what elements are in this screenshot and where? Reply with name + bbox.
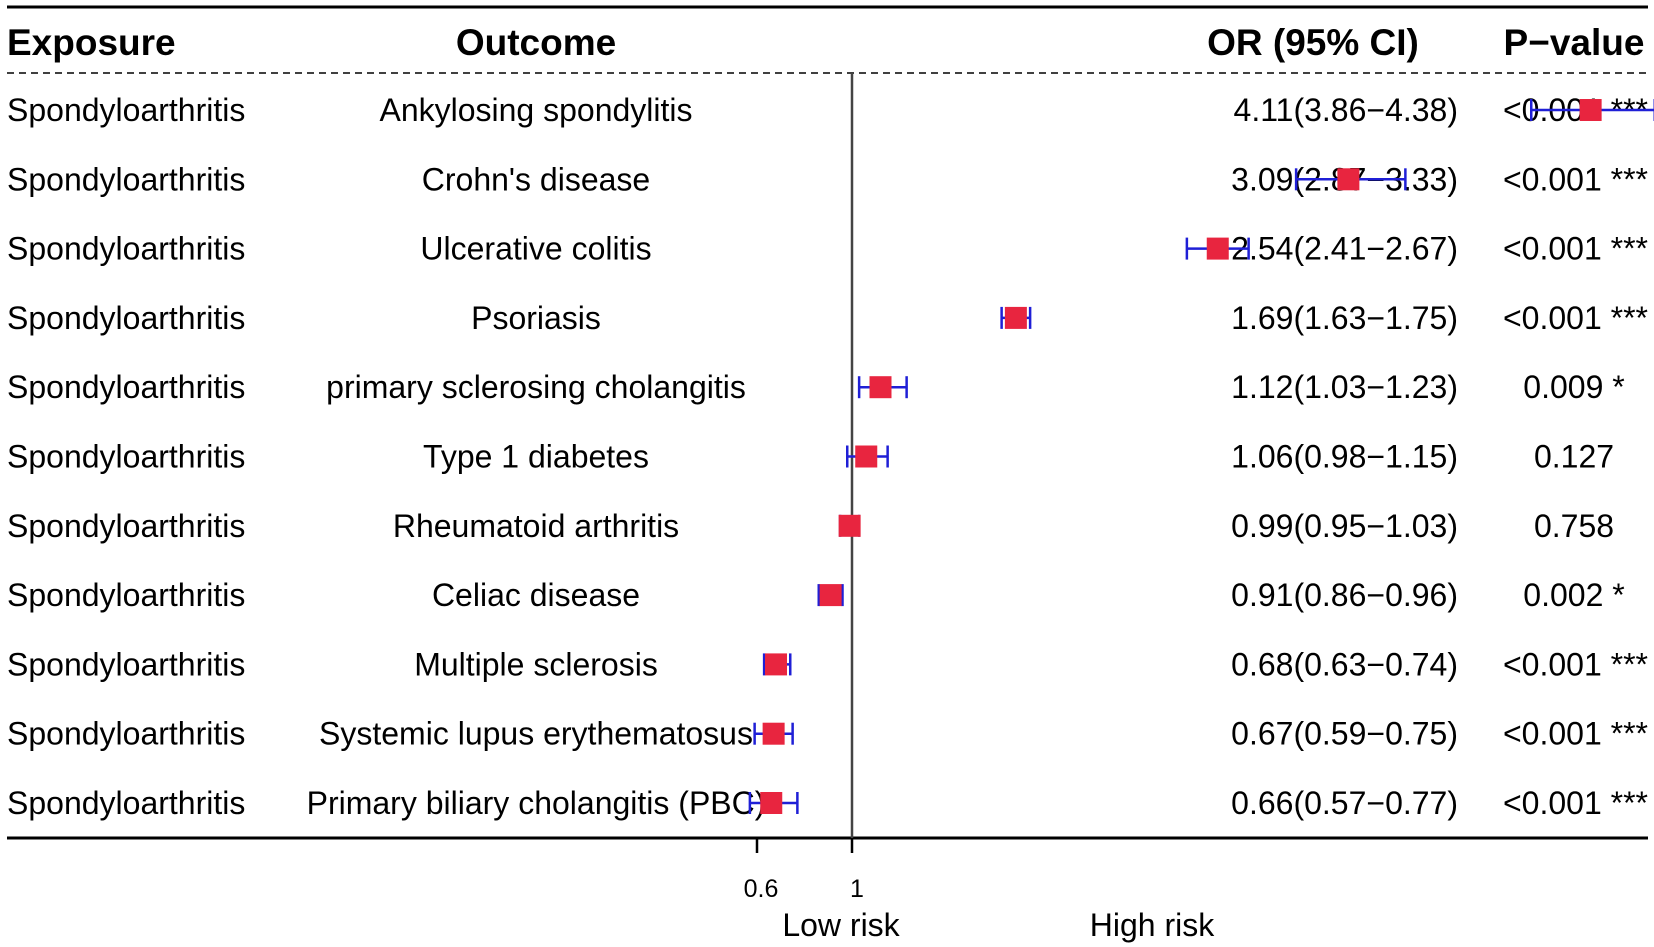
table-row: Spondyloarthritis Type 1 diabetes 1.06(0.9… <box>7 439 1614 475</box>
estimate-mark <box>838 514 861 537</box>
outcome-cell: Ankylosing spondylitis <box>379 92 692 128</box>
outcome-cell: Systemic lupus erythematosus <box>319 716 753 752</box>
estimate-mark <box>748 792 799 814</box>
point-estimate-box <box>838 514 861 537</box>
p-value-cell: <0.001 *** <box>1503 716 1648 752</box>
or-ci-cell: 0.68(0.63−0.74) <box>1231 646 1458 682</box>
x-tick-label: 0.6 <box>744 875 779 903</box>
high-risk-label: High risk <box>1090 907 1215 943</box>
p-value-cell: <0.001 *** <box>1503 785 1648 821</box>
or-ci-cell: 1.69(1.63−1.75) <box>1231 300 1458 336</box>
exposure-cell: Spondyloarthritis <box>7 161 245 197</box>
p-value-cell: <0.001 *** <box>1503 300 1648 336</box>
header-or-ci: OR (95% CI) <box>1207 22 1419 63</box>
point-estimate-box <box>855 445 878 468</box>
exposure-cell: Spondyloarthritis <box>7 716 245 752</box>
point-estimate-box <box>760 792 783 814</box>
exposure-cell: Spondyloarthritis <box>7 785 245 821</box>
table-row: Spondyloarthritis Ulcerative colitis 2.54(… <box>7 231 1648 267</box>
or-ci-cell: 0.91(0.86−0.96) <box>1231 577 1458 613</box>
outcome-cell: Type 1 diabetes <box>423 439 649 475</box>
table-row: Spondyloarthritis Multiple sclerosis 0.68(… <box>7 646 1648 682</box>
p-value-cell: <0.001 *** <box>1503 161 1648 197</box>
exposure-cell: Spondyloarthritis <box>7 300 245 336</box>
header-exposure: Exposure <box>7 22 176 63</box>
table-rows: Spondyloarthritis Ankylosing spondylitis 4… <box>7 92 1648 821</box>
point-estimate-box <box>869 376 892 399</box>
outcome-cell: Ulcerative colitis <box>420 231 651 267</box>
p-value-cell: <0.001 *** <box>1503 646 1648 682</box>
table-row: Spondyloarthritis primary sclerosing chol… <box>7 369 1625 405</box>
point-estimate-box <box>819 584 842 607</box>
outcome-cell: Multiple sclerosis <box>414 646 658 682</box>
estimate-mark <box>753 722 794 745</box>
point-estimate-box <box>762 722 785 745</box>
point-estimate-box <box>1579 99 1602 121</box>
estimate-mark <box>1185 237 1250 260</box>
point-estimate-box <box>1206 237 1229 260</box>
estimate-mark <box>817 584 844 607</box>
estimate-mark <box>857 376 908 399</box>
point-estimate-box <box>1337 168 1360 191</box>
header-pvalue: P−value <box>1504 22 1645 63</box>
point-estimate-box <box>1004 306 1027 329</box>
point-estimate-box <box>765 653 787 676</box>
table-row: Spondyloarthritis Primary biliary cholang… <box>7 785 1648 821</box>
outcome-cell: Crohn's disease <box>422 161 650 197</box>
table-row: Spondyloarthritis Systemic lupus erythema… <box>7 716 1648 752</box>
or-ci-cell: 1.12(1.03−1.23) <box>1231 369 1458 405</box>
table-row: Spondyloarthritis Rheumatoid arthritis 0.9… <box>7 508 1614 544</box>
p-value-cell: 0.002 * <box>1523 577 1624 613</box>
exposure-cell: Spondyloarthritis <box>7 646 245 682</box>
exposure-cell: Spondyloarthritis <box>7 577 245 613</box>
estimate-mark <box>1294 168 1407 191</box>
outcome-cell: primary sclerosing cholangitis <box>326 369 746 405</box>
p-value-cell: 0.758 <box>1534 508 1614 544</box>
outcome-cell: Celiac disease <box>432 577 640 613</box>
table-row: Spondyloarthritis Celiac disease 0.91(0.86… <box>7 577 1625 613</box>
or-ci-cell: 4.11(3.86−4.38) <box>1234 92 1458 128</box>
estimate-mark <box>1530 99 1654 121</box>
table-row: Spondyloarthritis Ankylosing spondylitis 4… <box>7 92 1648 128</box>
exposure-cell: Spondyloarthritis <box>7 231 245 267</box>
x-tick-label: 1 <box>850 875 864 903</box>
exposure-cell: Spondyloarthritis <box>7 508 245 544</box>
exposure-cell: Spondyloarthritis <box>7 439 245 475</box>
or-ci-cell: 2.54(2.41−2.67) <box>1231 231 1458 267</box>
p-value-cell: 0.009 * <box>1523 369 1624 405</box>
estimate-mark <box>846 445 889 468</box>
outcome-cell: Psoriasis <box>471 300 601 336</box>
low-risk-label: Low risk <box>782 907 900 943</box>
or-ci-cell: 1.06(0.98−1.15) <box>1231 439 1458 475</box>
header-outcome: Outcome <box>456 22 616 63</box>
p-value-cell: <0.001 *** <box>1503 231 1648 267</box>
or-ci-cell: 0.66(0.57−0.77) <box>1231 785 1458 821</box>
exposure-cell: Spondyloarthritis <box>7 92 245 128</box>
table-row: Spondyloarthritis Psoriasis 1.69(1.63−1.75… <box>7 300 1648 336</box>
outcome-cell: Primary biliary cholangitis (PBC) <box>307 785 766 821</box>
estimate-mark <box>762 653 792 676</box>
estimate-mark <box>1000 306 1032 329</box>
or-ci-cell: 0.99(0.95−1.03) <box>1231 508 1458 544</box>
exposure-cell: Spondyloarthritis <box>7 369 245 405</box>
plot-marks <box>748 99 1654 814</box>
p-value-cell: 0.127 <box>1534 439 1614 475</box>
or-ci-cell: 0.67(0.59−0.75) <box>1231 716 1458 752</box>
outcome-cell: Rheumatoid arthritis <box>393 508 679 544</box>
